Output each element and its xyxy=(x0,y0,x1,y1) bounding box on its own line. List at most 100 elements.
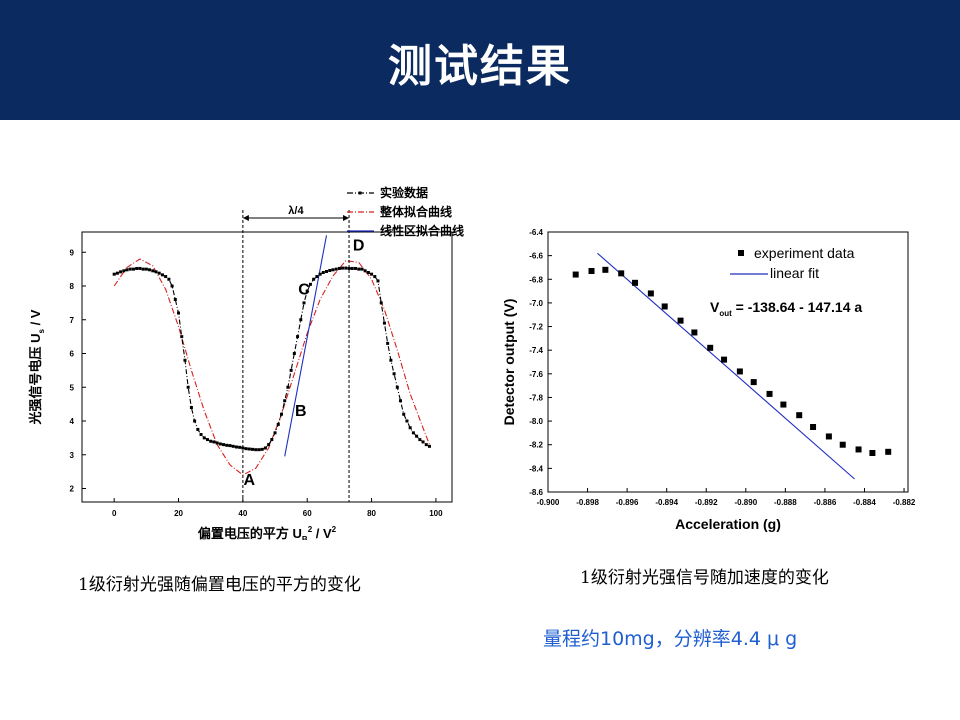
x-tick-label: 40 xyxy=(238,509,247,518)
data-point xyxy=(128,267,132,271)
plot-frame xyxy=(81,231,453,503)
data-markers xyxy=(572,266,892,456)
data-point xyxy=(276,422,280,426)
data-point xyxy=(707,344,714,351)
y-tick-label: -6.4 xyxy=(529,228,543,237)
data-point xyxy=(135,266,139,270)
data-point xyxy=(138,266,142,270)
data-point xyxy=(825,433,832,440)
data-point xyxy=(222,443,226,447)
data-point xyxy=(869,450,876,456)
data-point xyxy=(318,272,322,276)
data-point xyxy=(632,279,639,286)
data-point xyxy=(885,448,892,455)
data-point xyxy=(234,445,238,449)
y-tick-label: 2 xyxy=(70,485,75,494)
x-tick-label: -0.900 xyxy=(537,498,560,507)
data-point xyxy=(199,433,203,436)
data-markers xyxy=(112,266,431,452)
data-point xyxy=(363,269,367,273)
data-point xyxy=(691,329,698,336)
point-label-d: D xyxy=(353,238,365,255)
data-point xyxy=(418,438,422,442)
legend-marker-data xyxy=(358,191,362,195)
x-tick-label: 60 xyxy=(303,509,312,518)
data-point xyxy=(308,282,312,286)
data-point xyxy=(215,441,219,445)
range-resolution-note: 量程约10mg，分辨率4.4 μ g xyxy=(543,628,798,650)
data-point xyxy=(602,266,609,273)
x-tick-label: 20 xyxy=(174,509,183,518)
x-axis-label: Acceleration (g) xyxy=(675,516,781,532)
series-line-2 xyxy=(284,235,328,457)
data-point xyxy=(286,385,290,389)
data-point xyxy=(721,356,728,363)
data-point xyxy=(247,447,251,451)
data-point xyxy=(270,438,274,442)
data-point xyxy=(183,358,187,362)
legend-label-linear-fit: 线性区拟合曲线 xyxy=(380,223,464,238)
y-tick-label: -8.6 xyxy=(529,488,543,497)
data-point xyxy=(427,444,431,448)
interval-label: λ/4 xyxy=(288,205,304,217)
data-point xyxy=(405,419,409,423)
data-point xyxy=(647,290,654,297)
legend-label-experiment: experiment data xyxy=(754,245,855,261)
data-point xyxy=(357,267,361,271)
data-point xyxy=(119,270,123,274)
data-point xyxy=(386,341,390,345)
data-point xyxy=(321,271,325,274)
legend: experiment data linear fit xyxy=(730,245,855,281)
data-point xyxy=(399,399,403,403)
data-point xyxy=(302,301,306,305)
data-point xyxy=(618,270,625,277)
legend-label-data: 实验数据 xyxy=(380,185,428,200)
data-point xyxy=(312,277,316,281)
data-point xyxy=(677,317,684,324)
data-point xyxy=(661,303,668,310)
point-label-b: B xyxy=(295,403,307,420)
data-point xyxy=(766,390,773,397)
data-point xyxy=(260,447,264,451)
x-tick-label: -0.882 xyxy=(893,498,916,507)
data-point xyxy=(244,447,248,451)
slide-title: 测试结果 xyxy=(388,41,572,92)
data-point xyxy=(170,284,174,288)
data-point xyxy=(180,335,184,339)
data-point xyxy=(115,271,119,275)
legend-label-linear-fit: linear fit xyxy=(770,265,819,281)
legend-label-overall-fit: 整体拟合曲线 xyxy=(379,204,452,219)
data-point xyxy=(331,268,335,272)
y-tick-label: 6 xyxy=(70,350,75,359)
y-tick-label: 7 xyxy=(70,316,75,325)
x-tick-label: 80 xyxy=(367,509,376,518)
y-tick-label: -8.2 xyxy=(529,441,543,450)
y-tick-label: -8.4 xyxy=(529,464,543,473)
x-axis-label: 偏置电压的平方 UB2 / V2 xyxy=(198,525,337,540)
data-point xyxy=(164,275,168,279)
data-point xyxy=(373,275,377,279)
data-point xyxy=(141,267,145,271)
data-point xyxy=(112,272,116,276)
data-point xyxy=(205,438,209,442)
data-point xyxy=(347,266,351,270)
data-point xyxy=(334,267,338,271)
data-point xyxy=(125,268,129,272)
x-tick-label: 0 xyxy=(112,509,117,518)
data-point xyxy=(736,368,743,375)
caption-right: 1级衍射光强信号随加速度的变化 xyxy=(580,568,829,588)
data-point xyxy=(366,271,370,274)
data-point xyxy=(389,358,393,362)
series-line-1 xyxy=(113,258,431,476)
data-point xyxy=(379,301,383,305)
data-point xyxy=(750,379,757,386)
data-point xyxy=(151,269,155,273)
point-label-c: C xyxy=(298,281,310,298)
x-tick-label: -0.894 xyxy=(655,498,678,507)
data-point xyxy=(588,268,595,274)
data-point xyxy=(344,266,348,270)
y-tick-label: 4 xyxy=(70,417,75,426)
annotation-layer: λ/4 A B C D xyxy=(242,205,365,502)
interval-arrowhead-right xyxy=(343,215,350,221)
data-point xyxy=(283,399,287,403)
